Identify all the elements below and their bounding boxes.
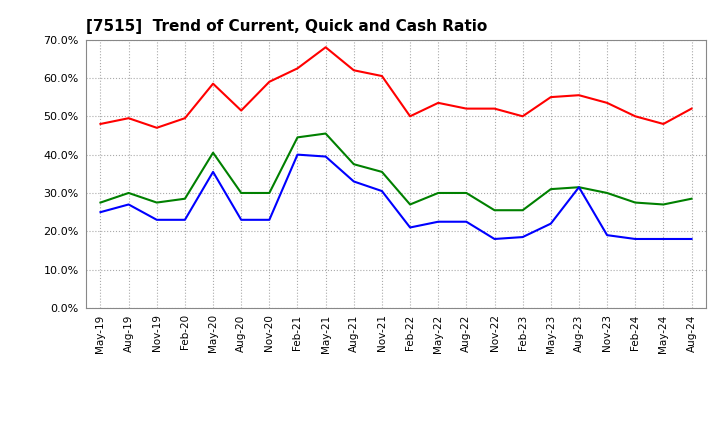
Quick Ratio — [153, 200, 161, 205]
Quick Ratio — [462, 191, 471, 196]
Cash Ratio — [265, 217, 274, 223]
Cash Ratio — [631, 236, 639, 242]
Quick Ratio — [575, 185, 583, 190]
Quick Ratio — [321, 131, 330, 136]
Current Ratio — [434, 100, 443, 106]
Cash Ratio — [406, 225, 415, 230]
Quick Ratio — [406, 202, 415, 207]
Current Ratio — [125, 116, 133, 121]
Current Ratio — [406, 114, 415, 119]
Cash Ratio — [125, 202, 133, 207]
Cash Ratio — [237, 217, 246, 223]
Cash Ratio — [181, 217, 189, 223]
Cash Ratio — [687, 236, 696, 242]
Current Ratio — [96, 121, 105, 127]
Current Ratio — [349, 68, 358, 73]
Current Ratio — [518, 114, 527, 119]
Quick Ratio — [349, 161, 358, 167]
Current Ratio — [687, 106, 696, 111]
Cash Ratio — [96, 209, 105, 215]
Current Ratio — [321, 44, 330, 50]
Quick Ratio — [546, 187, 555, 192]
Cash Ratio — [321, 154, 330, 159]
Current Ratio — [153, 125, 161, 130]
Current Ratio — [462, 106, 471, 111]
Line: Cash Ratio: Cash Ratio — [101, 154, 691, 239]
Cash Ratio — [462, 219, 471, 224]
Current Ratio — [659, 121, 667, 127]
Quick Ratio — [125, 191, 133, 196]
Cash Ratio — [153, 217, 161, 223]
Current Ratio — [546, 95, 555, 100]
Cash Ratio — [434, 219, 443, 224]
Current Ratio — [237, 108, 246, 113]
Cash Ratio — [293, 152, 302, 157]
Cash Ratio — [659, 236, 667, 242]
Current Ratio — [490, 106, 499, 111]
Cash Ratio — [209, 169, 217, 175]
Cash Ratio — [349, 179, 358, 184]
Cash Ratio — [546, 221, 555, 226]
Current Ratio — [265, 79, 274, 84]
Quick Ratio — [209, 150, 217, 155]
Text: [7515]  Trend of Current, Quick and Cash Ratio: [7515] Trend of Current, Quick and Cash … — [86, 19, 487, 34]
Line: Quick Ratio: Quick Ratio — [101, 134, 691, 210]
Current Ratio — [575, 92, 583, 98]
Cash Ratio — [603, 232, 611, 238]
Quick Ratio — [490, 208, 499, 213]
Cash Ratio — [490, 236, 499, 242]
Cash Ratio — [575, 185, 583, 190]
Quick Ratio — [96, 200, 105, 205]
Quick Ratio — [181, 196, 189, 202]
Current Ratio — [603, 100, 611, 106]
Current Ratio — [181, 116, 189, 121]
Current Ratio — [631, 114, 639, 119]
Quick Ratio — [659, 202, 667, 207]
Quick Ratio — [377, 169, 386, 175]
Quick Ratio — [434, 191, 443, 196]
Cash Ratio — [377, 188, 386, 194]
Current Ratio — [377, 73, 386, 79]
Current Ratio — [293, 66, 302, 71]
Quick Ratio — [293, 135, 302, 140]
Quick Ratio — [631, 200, 639, 205]
Cash Ratio — [518, 235, 527, 240]
Line: Current Ratio: Current Ratio — [101, 47, 691, 128]
Current Ratio — [209, 81, 217, 86]
Quick Ratio — [603, 191, 611, 196]
Quick Ratio — [687, 196, 696, 202]
Quick Ratio — [237, 191, 246, 196]
Quick Ratio — [265, 191, 274, 196]
Quick Ratio — [518, 208, 527, 213]
